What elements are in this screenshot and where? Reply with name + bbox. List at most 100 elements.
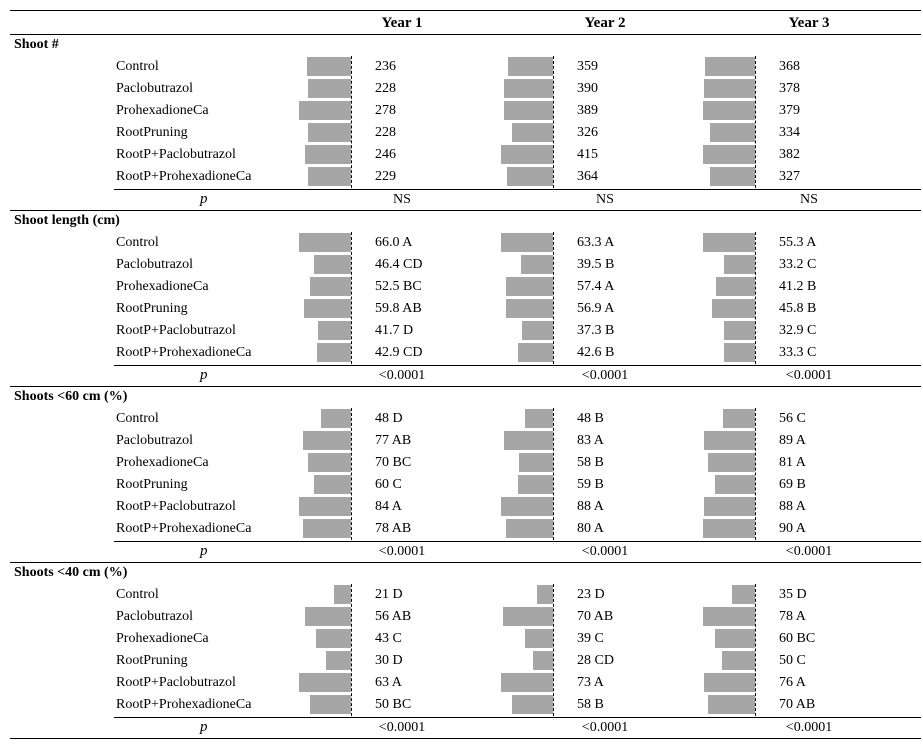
value-label: 229 <box>375 169 396 184</box>
value-label: 81 A <box>779 455 806 470</box>
value-label: 73 A <box>577 675 604 690</box>
value-bar <box>318 321 351 340</box>
value-bar <box>715 475 755 494</box>
section-rule <box>10 386 921 387</box>
bar-axis-line <box>351 232 352 364</box>
section-title: Shoot length (cm) <box>14 213 120 228</box>
value-bar <box>303 519 351 538</box>
value-bar <box>724 343 755 362</box>
value-label: 278 <box>375 103 396 118</box>
column-header-year-1: Year 1 <box>381 15 423 31</box>
treatment-label: RootPruning <box>116 477 188 492</box>
value-label: 28 CD <box>577 653 614 668</box>
value-label: 88 A <box>577 499 604 514</box>
treatment-label: Control <box>116 59 159 74</box>
value-label: 76 A <box>779 675 806 690</box>
treatment-label: Control <box>116 587 159 602</box>
value-bar <box>537 585 553 604</box>
value-bar <box>314 475 351 494</box>
section-rule <box>10 210 921 211</box>
value-bar <box>533 651 553 670</box>
treatment-label: RootP+Paclobutrazol <box>116 675 236 690</box>
p-row-rule <box>114 365 921 366</box>
treatment-label: RootP+ProhexadioneCa <box>116 697 252 712</box>
value-label: 59 B <box>577 477 604 492</box>
value-label: 236 <box>375 59 396 74</box>
value-label: 70 AB <box>577 609 614 624</box>
value-label: 63.3 A <box>577 235 615 250</box>
value-label: 43 C <box>375 631 402 646</box>
value-label: 42.6 B <box>577 345 615 360</box>
value-label: 78 AB <box>375 521 412 536</box>
value-label: 326 <box>577 125 598 140</box>
p-value: NS <box>800 192 818 207</box>
value-bar <box>723 409 755 428</box>
value-label: 50 C <box>779 653 806 668</box>
value-bar <box>522 321 553 340</box>
value-label: 32.9 C <box>779 323 817 338</box>
p-value: <0.0001 <box>378 544 426 559</box>
bar-axis-line <box>755 408 756 540</box>
value-bar <box>710 167 755 186</box>
treatment-label: RootPruning <box>116 301 188 316</box>
value-bar <box>504 79 553 98</box>
value-bar <box>299 497 351 516</box>
value-bar <box>310 277 351 296</box>
p-value: <0.0001 <box>785 544 833 559</box>
value-bar <box>334 585 351 604</box>
value-label: 382 <box>779 147 800 162</box>
section-title: Shoots <40 cm (%) <box>14 565 128 580</box>
value-label: 359 <box>577 59 598 74</box>
value-bar <box>501 497 553 516</box>
value-label: 56 C <box>779 411 806 426</box>
value-label: 30 D <box>375 653 403 668</box>
value-bar <box>708 453 755 472</box>
value-label: 45.8 B <box>779 301 817 316</box>
value-bar <box>525 629 553 648</box>
p-value: NS <box>596 192 614 207</box>
value-bar <box>501 673 553 692</box>
treatment-label: RootP+Paclobutrazol <box>116 147 236 162</box>
value-bar <box>299 233 351 252</box>
value-bar <box>321 409 351 428</box>
value-label: 56 AB <box>375 609 412 624</box>
treatment-label: Control <box>116 411 159 426</box>
p-value: <0.0001 <box>378 720 426 735</box>
top-rule <box>10 10 921 11</box>
value-bar <box>308 79 351 98</box>
value-bar <box>504 101 553 120</box>
value-label: 379 <box>779 103 800 118</box>
value-bar <box>317 343 351 362</box>
bar-axis-line <box>755 232 756 364</box>
value-label: 48 B <box>577 411 604 426</box>
value-bar <box>518 475 553 494</box>
value-bar <box>716 277 755 296</box>
value-label: 80 A <box>577 521 604 536</box>
bar-axis-line <box>553 408 554 540</box>
p-value: <0.0001 <box>785 368 833 383</box>
section-rule <box>10 738 921 739</box>
value-bar <box>316 629 351 648</box>
p-value: <0.0001 <box>581 720 629 735</box>
value-label: 42.9 CD <box>375 345 423 360</box>
section-title: Shoots <60 cm (%) <box>14 389 128 404</box>
value-label: 84 A <box>375 499 402 514</box>
value-label: 56.9 A <box>577 301 615 316</box>
value-bar <box>703 101 755 120</box>
column-header-year-3: Year 3 <box>788 15 830 31</box>
value-label: 90 A <box>779 521 806 536</box>
value-label: 70 AB <box>779 697 816 712</box>
value-bar <box>305 145 351 164</box>
value-bar <box>506 277 553 296</box>
bar-axis-line <box>553 584 554 716</box>
treatment-label: ProhexadioneCa <box>116 631 209 646</box>
p-row-rule <box>114 717 921 718</box>
bar-axis-line <box>553 232 554 364</box>
p-label: p <box>200 719 208 735</box>
value-label: 23 D <box>577 587 605 602</box>
treatment-label: Paclobutrazol <box>116 609 193 624</box>
value-label: 60 BC <box>779 631 816 646</box>
column-header-year-2: Year 2 <box>584 15 626 31</box>
value-label: 33.3 C <box>779 345 817 360</box>
value-bar <box>308 167 351 186</box>
